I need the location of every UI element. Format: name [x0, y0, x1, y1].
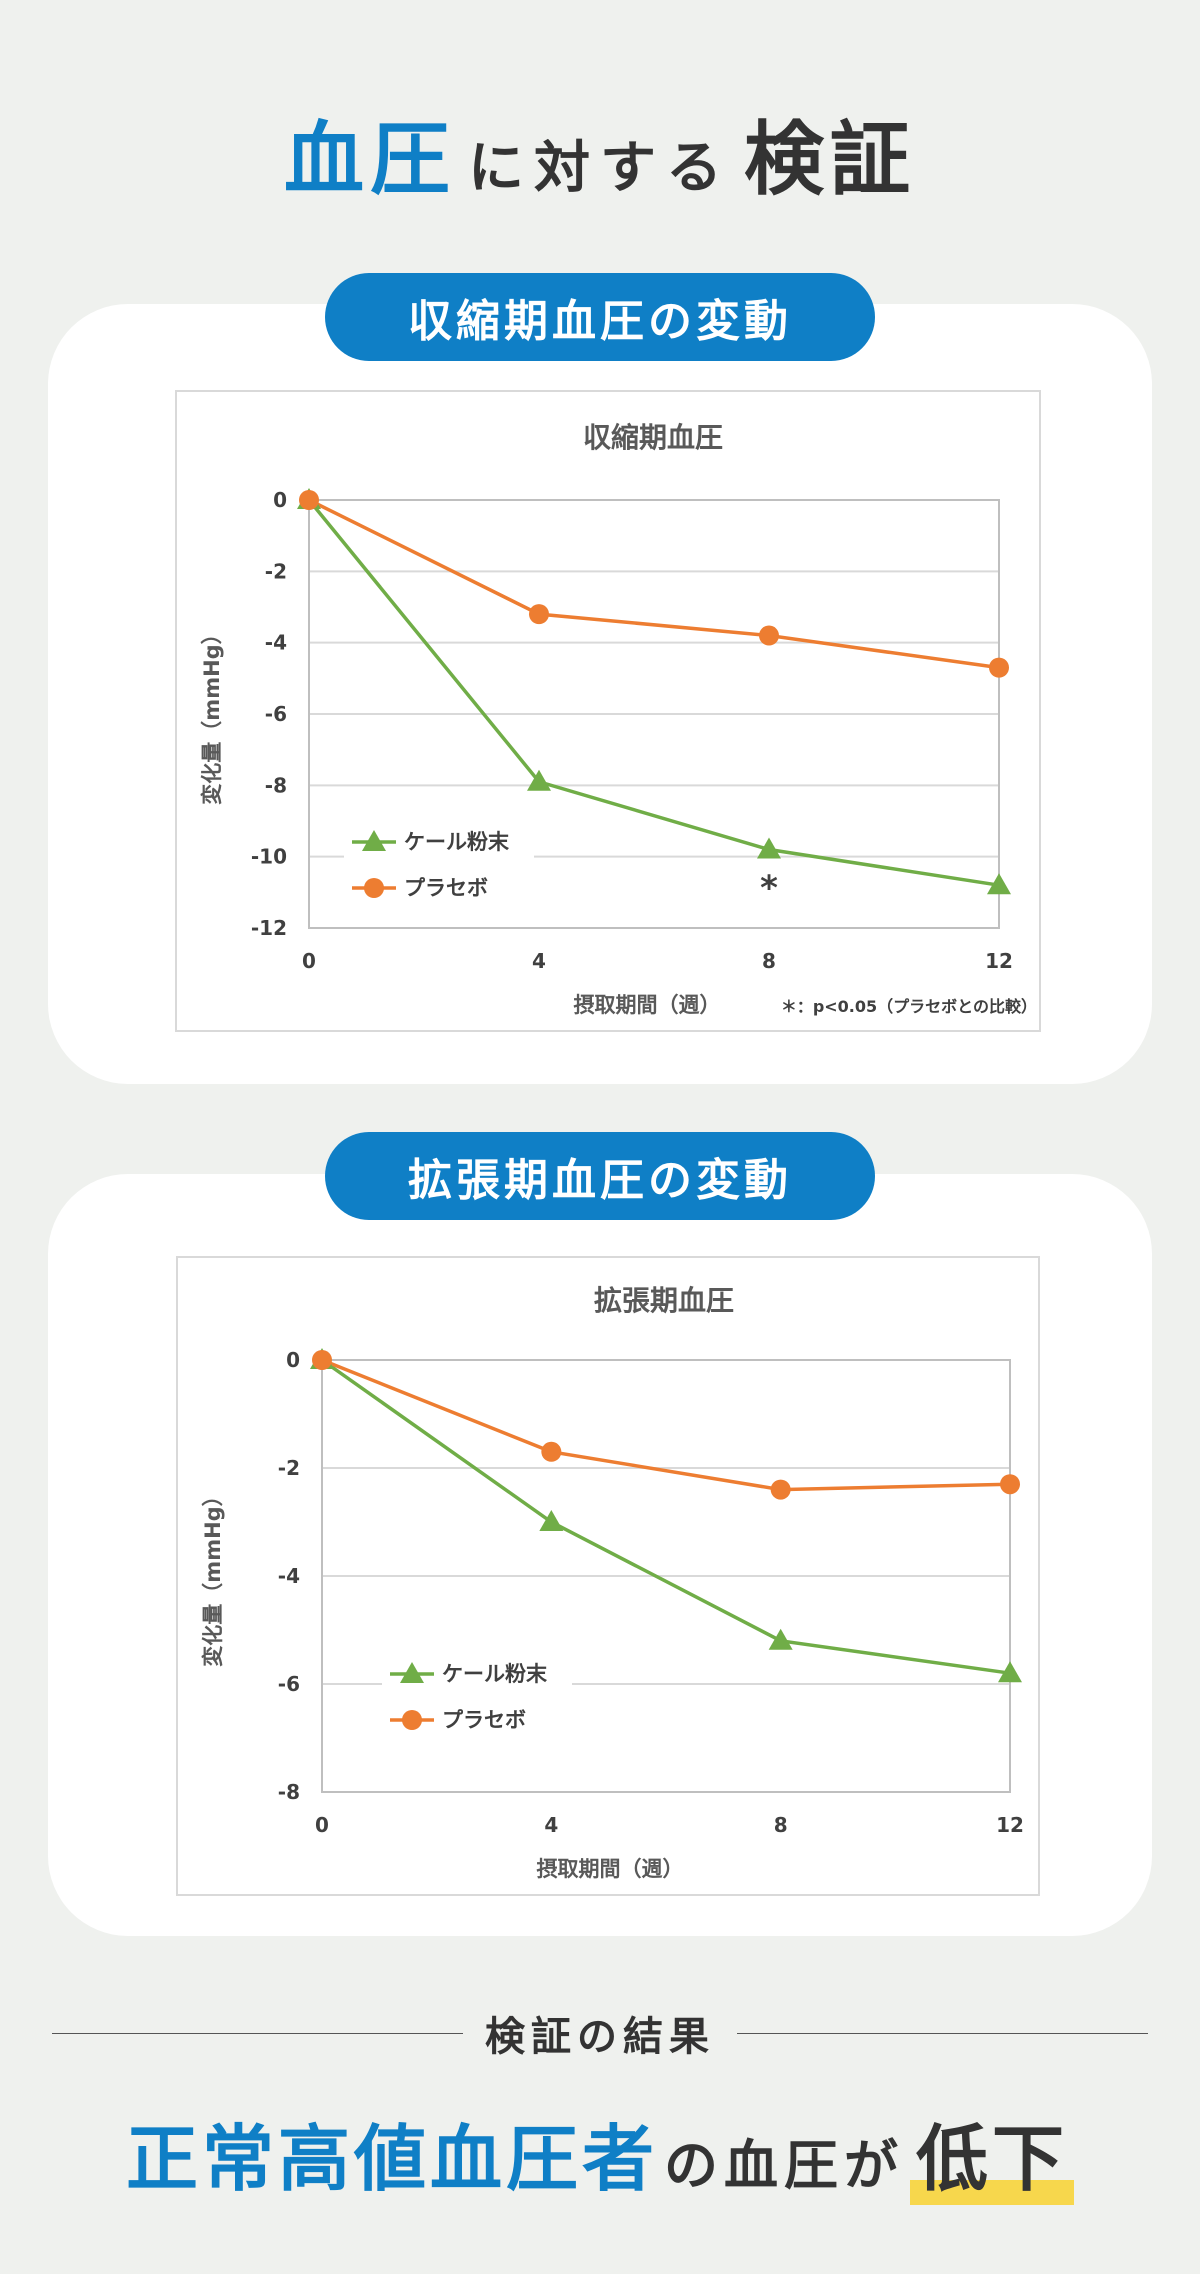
x-tick-label: 8 [774, 1813, 788, 1837]
conclusion-highlight: 低下 [910, 2100, 1075, 2205]
series-line [320, 1358, 1011, 1675]
x-tick-label: 4 [532, 949, 546, 973]
y-tick-label: 0 [286, 1348, 300, 1372]
result-divider: 検証の結果 [52, 2003, 1148, 2063]
y-axis-label: 変化量（mmHg） [200, 623, 224, 804]
title-connector: に対する [468, 136, 732, 201]
data-point [768, 1628, 793, 1650]
footnote: ＊：p<0.05（プラセボとの比較） [781, 997, 1037, 1016]
systolic-chart-svg: 収縮期血圧 0 -2 -4 -6 -8 -10 -12 0 4 8 12 摂取期間（週） 変化量（mmHg… [200, 421, 1037, 1017]
significance-marker: * [760, 869, 778, 909]
y-tick-label: -6 [278, 1672, 300, 1696]
y-tick-label: -4 [265, 631, 287, 655]
data-point [987, 873, 1011, 895]
data-point [989, 657, 1009, 678]
legend-label: ケール粉末 [404, 830, 510, 854]
x-tick-label: 8 [762, 949, 776, 973]
data-point [529, 604, 549, 625]
data-point [541, 1441, 562, 1462]
data-point [998, 1661, 1022, 1683]
y-tick-label: -12 [251, 916, 287, 940]
y-tick-label: -4 [278, 1564, 300, 1588]
title-keyword: 血圧 [284, 113, 456, 206]
x-tick-label: 12 [996, 1813, 1024, 1837]
legend-marker [400, 1662, 424, 1683]
y-tick-label: -10 [251, 845, 287, 869]
y-tick-label: -2 [265, 559, 287, 583]
chart-title: 収縮期血圧 [583, 421, 723, 454]
x-tick-label: 4 [544, 1813, 558, 1837]
divider-line-right [737, 2032, 1148, 2034]
data-point [299, 490, 319, 510]
data-point [527, 769, 551, 791]
conclusion: 正常高値血圧者 の血圧が 低下 [0, 2100, 1200, 2210]
chart-title: 拡張期血圧 [594, 1284, 734, 1317]
data-point [770, 1479, 791, 1500]
page-title: 血圧 に対する 検証 [0, 95, 1200, 206]
data-point [759, 625, 779, 646]
series-line [308, 498, 1000, 670]
conclusion-connector: の血圧が [664, 2134, 904, 2197]
y-tick-label: 0 [273, 488, 287, 512]
systolic-heading: 収縮期血圧の変動 [325, 273, 875, 361]
legend-marker [364, 878, 384, 898]
title-verification: 検証 [744, 113, 916, 206]
plot-area-border [308, 499, 1000, 929]
y-tick-label: -8 [265, 773, 287, 797]
y-tick-label: -8 [278, 1780, 300, 1804]
diastolic-chart-svg: 拡張期血圧 0 -2 -4 -6 -8 0 4 8 12 摂取期間（週） 変化量（mmHg） ケール粉末… [201, 1284, 1024, 1881]
y-axis-label: 変化量（mmHg） [201, 1485, 225, 1666]
series-line [321, 1358, 1011, 1492]
systolic-chart: 収縮期血圧 0 -2 -4 -6 -8 -10 -12 0 4 8 12 摂取期間（週） 変化量（mmHg… [175, 390, 1041, 1032]
result-label: 検証の結果 [485, 2014, 715, 2060]
diastolic-heading: 拡張期血圧の変動 [325, 1132, 875, 1220]
series-line [307, 498, 1000, 887]
data-point [539, 1510, 564, 1531]
data-point [1000, 1474, 1020, 1495]
x-tick-label: 0 [315, 1813, 329, 1837]
diastolic-chart: 拡張期血圧 0 -2 -4 -6 -8 0 4 8 12 摂取期間（週） 変化量（mmHg） ケール粉末… [176, 1256, 1040, 1896]
plot-area-border [321, 1359, 1011, 1793]
y-tick-label: -2 [278, 1456, 300, 1480]
conclusion-subject: 正常高値血圧者 [125, 2117, 658, 2201]
data-point [757, 837, 781, 859]
x-tick-label: 12 [985, 949, 1013, 973]
x-tick-label: 0 [302, 949, 316, 973]
y-tick-label: -6 [265, 702, 287, 726]
legend-marker [362, 830, 386, 851]
legend-label: プラセボ [404, 876, 488, 900]
legend-label: プラセボ [442, 1708, 526, 1732]
legend-marker [402, 1710, 422, 1730]
legend-label: ケール粉末 [442, 1662, 548, 1686]
divider-line-left [52, 2032, 463, 2034]
x-axis-label: 摂取期間（週） [574, 993, 721, 1017]
data-point [312, 1350, 332, 1370]
x-axis-label: 摂取期間（週） [537, 1857, 684, 1881]
